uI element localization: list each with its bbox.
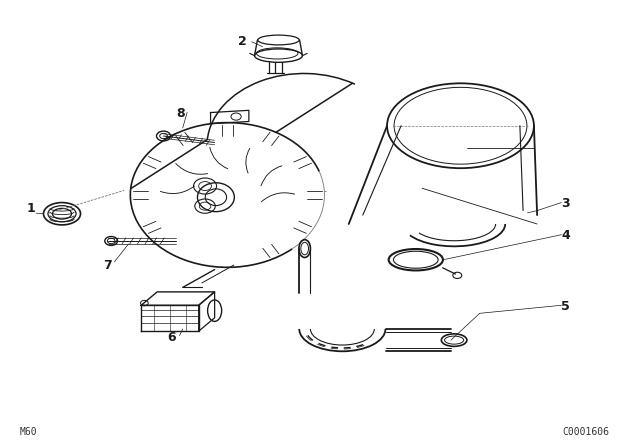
Text: 3: 3 <box>561 198 570 211</box>
Text: 7: 7 <box>104 258 113 271</box>
Text: M60: M60 <box>20 427 38 438</box>
Text: C0001606: C0001606 <box>563 427 610 438</box>
Text: 8: 8 <box>177 107 185 120</box>
Text: 6: 6 <box>168 332 176 345</box>
Text: 5: 5 <box>561 300 570 313</box>
Text: 4: 4 <box>561 228 570 241</box>
Text: 2: 2 <box>237 35 246 48</box>
Text: 1: 1 <box>27 202 36 215</box>
